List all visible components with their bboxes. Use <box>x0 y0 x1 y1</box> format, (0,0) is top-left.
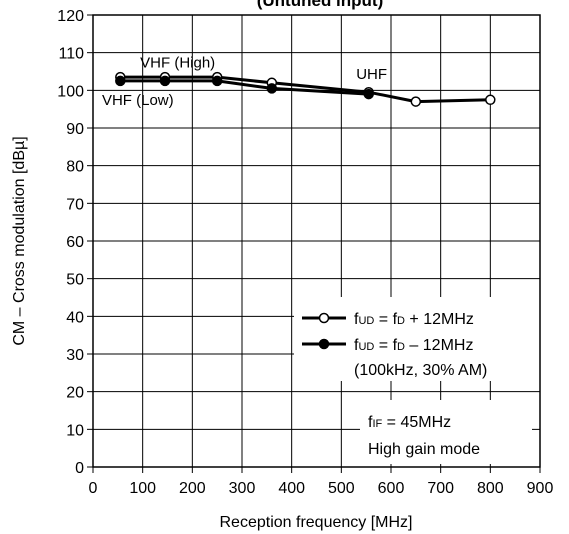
y-tick-label-9: 90 <box>66 121 84 138</box>
point-plus-6 <box>485 94 496 106</box>
chart-title: (Untuned input) <box>257 0 384 10</box>
point-minus-4 <box>363 88 374 100</box>
annotations: VHF (High) VHF (Low) UHF <box>102 54 387 109</box>
x-tick-label-2: 200 <box>179 480 206 497</box>
y-tick-label-5: 50 <box>66 272 84 289</box>
x-tick-labels: 0 100 200 300 400 500 600 700 800 900 <box>89 480 554 497</box>
legend-marker-open-circle <box>318 312 330 324</box>
annotation-vhf-high: VHF (High) <box>140 54 215 71</box>
y-tick-label-4: 40 <box>66 309 84 326</box>
legend-entry-plus: fUD = fD + 12MHz <box>354 311 474 328</box>
x-tick-label-4: 400 <box>278 480 305 497</box>
y-tick-label-7: 70 <box>66 196 84 213</box>
point-minus-2 <box>211 75 223 87</box>
point-plus-5 <box>410 96 422 107</box>
x-tick-label-0: 0 <box>89 480 98 497</box>
point-minus-0 <box>115 75 126 87</box>
annotation-vhf-low: VHF (Low) <box>102 92 174 109</box>
y-tick-label-3: 30 <box>66 347 84 364</box>
y-tick-labels: 0 10 20 30 40 50 60 70 80 90 100 110 120 <box>57 8 84 477</box>
x-tick-label-6: 600 <box>378 480 405 497</box>
x-tick-label-1: 100 <box>129 480 156 497</box>
y-tick-label-11: 110 <box>58 46 84 63</box>
x-tick-label-5: 500 <box>328 480 355 497</box>
point-minus-3 <box>266 83 278 94</box>
legend-box <box>294 297 540 381</box>
y-tick-label-1: 10 <box>66 422 84 439</box>
x-tick-label-8: 800 <box>477 480 504 497</box>
legend-entry-minus: fUD = fD – 12MHz <box>354 337 473 354</box>
y-tick-label-2: 20 <box>66 385 84 402</box>
note-if-frequency: fIF = 45MHz <box>368 414 451 431</box>
y-axis-label: CM – Cross modulation [dBµ] <box>11 136 28 345</box>
plot-frame <box>92 14 541 468</box>
notes-box: fIF = 45MHz High gain mode <box>360 400 532 464</box>
x-tick-label-9: 900 <box>527 480 554 497</box>
y-tick-label-8: 80 <box>66 159 84 176</box>
note-gain-mode: High gain mode <box>368 441 480 458</box>
x-tick-label-3: 300 <box>229 480 256 497</box>
point-minus-1 <box>159 75 171 87</box>
legend-condition: (100kHz, 30% AM) <box>354 362 487 379</box>
legend: fUD = fD + 12MHz fUD = fD – 12MHz (100kH… <box>294 297 540 381</box>
x-axis-label: Reception frequency [MHz] <box>220 514 413 531</box>
x-tick-label-7: 700 <box>427 480 454 497</box>
series-group <box>115 71 496 107</box>
legend-marker-filled-circle <box>318 338 330 350</box>
annotation-uhf: UHF <box>356 66 387 83</box>
y-tick-label-12: 120 <box>57 8 84 25</box>
notes-background <box>360 400 532 464</box>
y-tick-label-0: 0 <box>75 460 84 477</box>
y-tick-label-6: 60 <box>66 234 84 251</box>
y-tick-label-10: 100 <box>57 83 84 100</box>
